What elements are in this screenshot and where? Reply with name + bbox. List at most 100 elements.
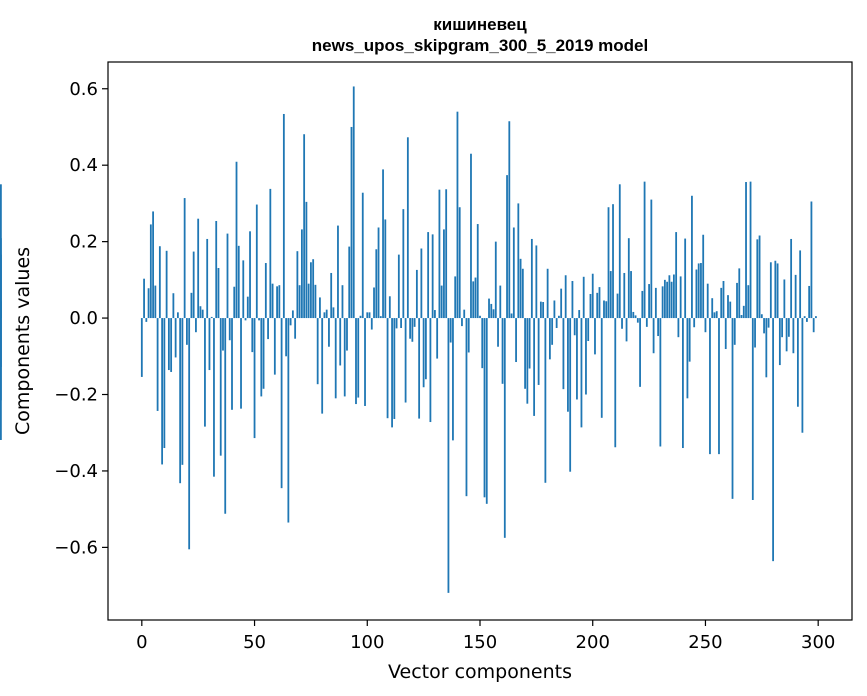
bar [580, 318, 583, 428]
bar [713, 312, 716, 319]
bar [436, 318, 439, 359]
bar [783, 279, 786, 319]
bar [217, 268, 220, 319]
bar [494, 241, 497, 319]
bar [548, 318, 551, 360]
bar [542, 302, 545, 319]
x-axis-label: Vector components [388, 661, 572, 683]
bar [539, 301, 542, 319]
bar [501, 318, 504, 384]
bar [747, 285, 750, 319]
bar [143, 278, 145, 319]
bar [379, 316, 382, 319]
bar [163, 318, 166, 449]
bar [751, 318, 754, 500]
bar [799, 250, 802, 319]
bar [657, 318, 660, 337]
bar [172, 293, 175, 319]
bar [402, 209, 405, 319]
bar [756, 239, 759, 319]
bar [289, 318, 292, 326]
bar [226, 233, 229, 319]
bar [483, 318, 486, 498]
bar [197, 218, 200, 319]
bar [639, 318, 641, 387]
bar [271, 283, 274, 319]
bar [409, 318, 412, 339]
bar [603, 300, 605, 319]
x-tick-label: 300 [801, 632, 835, 653]
bar [724, 318, 727, 350]
bar [208, 318, 211, 371]
bar [366, 312, 369, 319]
bar [314, 284, 317, 319]
bar [582, 276, 585, 319]
bar [343, 318, 346, 397]
bar [684, 238, 687, 319]
bar [188, 318, 191, 550]
bar [634, 315, 637, 319]
x-tick-label: 100 [350, 632, 384, 653]
bar [693, 318, 696, 328]
x-tick-label: 250 [688, 632, 722, 653]
bar [512, 227, 515, 319]
bar [382, 169, 384, 319]
bar [772, 318, 774, 562]
bar [152, 211, 154, 319]
bar [476, 224, 479, 319]
bar [384, 219, 387, 319]
bar [461, 318, 463, 327]
bar [510, 313, 513, 319]
bar [204, 318, 206, 427]
bar [528, 318, 531, 369]
bar [790, 238, 793, 319]
bar [659, 318, 662, 447]
y-tick-label: −0.4 [54, 461, 98, 482]
bar [296, 251, 299, 319]
y-tick-label: 0.0 [69, 308, 98, 329]
bar [533, 318, 536, 416]
bar [627, 238, 630, 319]
bar [666, 281, 669, 319]
bar [479, 315, 481, 319]
bar [589, 293, 592, 319]
bar [233, 286, 236, 319]
bar [334, 318, 337, 399]
x-tick-label: 150 [463, 632, 497, 653]
bar [695, 269, 698, 319]
bar [481, 318, 484, 369]
bar [386, 318, 389, 419]
bar [463, 309, 466, 319]
bar [429, 318, 432, 423]
bar [231, 318, 233, 410]
bar [149, 224, 152, 319]
bar [718, 318, 720, 455]
bar [156, 318, 159, 411]
bar [812, 318, 815, 333]
bar [736, 282, 738, 319]
bar [700, 263, 702, 319]
bar [449, 318, 452, 343]
x-tick-label: 0 [136, 632, 147, 653]
bar [328, 318, 330, 347]
bar [740, 315, 743, 319]
bar [650, 199, 653, 319]
bar [242, 260, 245, 319]
bar [255, 204, 258, 319]
bar [440, 285, 443, 319]
bar [778, 318, 781, 366]
bar [352, 86, 355, 319]
bar [702, 234, 705, 319]
bar [585, 318, 587, 395]
bar [183, 198, 186, 319]
bar [395, 318, 398, 329]
bar [370, 318, 373, 330]
bar [431, 234, 434, 319]
bar [682, 318, 684, 449]
bar [186, 318, 188, 345]
bar [400, 318, 402, 329]
bar [373, 287, 375, 319]
bar [454, 276, 457, 319]
bar [643, 181, 646, 319]
